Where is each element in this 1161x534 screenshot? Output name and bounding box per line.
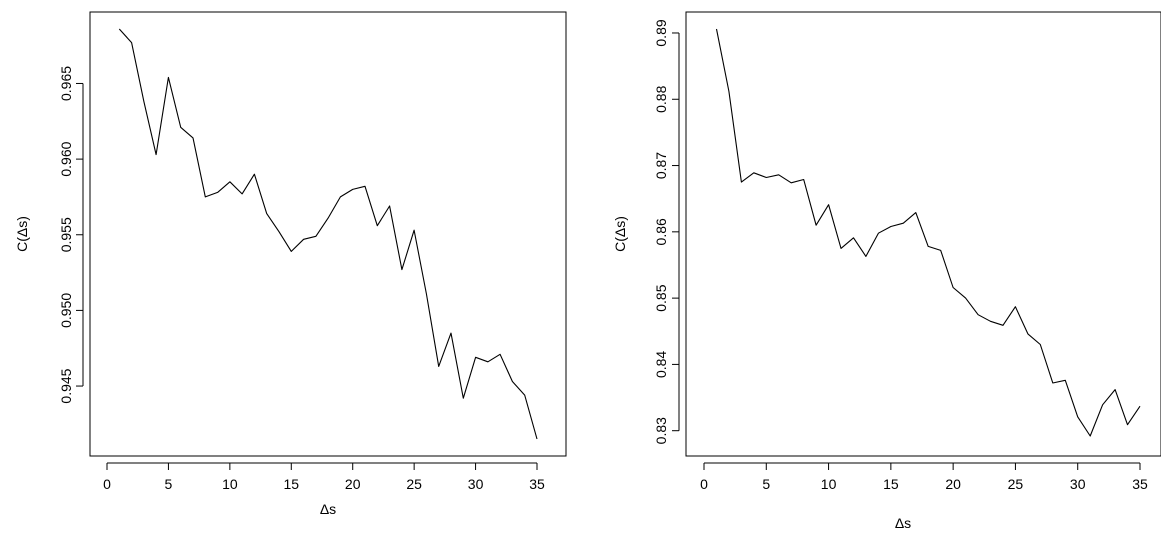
y-tick-label: 0.950 [58,293,74,328]
y-tick-label: 0.965 [58,66,74,101]
y-tick-label: 0.945 [58,368,74,403]
x-tick-label: 10 [222,476,238,492]
x-tick-label: 15 [283,476,299,492]
y-tick-label: 0.85 [653,284,669,311]
x-tick-label: 0 [103,476,111,492]
x-axis-title: Δs [895,515,911,531]
x-axis-title: Δs [320,501,336,517]
x-tick-label: 25 [406,476,422,492]
y-tick-label: 0.86 [653,218,669,245]
right-chart: 0 5 10 15 20 25 30 35 0.83 0.84 0.85 0.86 0.87 0.88 0.… [612,11,1161,531]
y-tick-label: 0.84 [653,351,669,378]
x-tick-label: 35 [529,476,545,492]
x-tick-label: 30 [468,476,484,492]
x-tick-label: 5 [762,476,770,492]
y-tick-label: 0.960 [58,141,74,176]
y-axis-title: C(Δs) [612,216,628,252]
x-tick-label: 15 [883,476,899,492]
x-tick-label: 20 [945,476,961,492]
left-chart: 0 5 10 15 20 25 30 35 0.945 0.950 0.955 0.960 0.965 Δ… [14,11,567,517]
x-tick-label: 10 [821,476,837,492]
x-tick-label: 0 [700,476,708,492]
x-tick-label: 25 [1008,476,1024,492]
y-tick-label: 0.83 [653,417,669,444]
x-tick-label: 30 [1070,476,1086,492]
y-tick-label: 0.89 [653,19,669,46]
y-axis-title: C(Δs) [14,216,30,252]
plot-frame [685,11,1161,457]
y-tick-label: 0.87 [653,152,669,179]
x-tick-label: 20 [345,476,361,492]
y-tick-label: 0.955 [58,217,74,252]
x-tick-label: 5 [165,476,173,492]
plot-frame [89,11,567,457]
x-tick-label: 35 [1132,476,1148,492]
series-line [118,28,538,440]
series-line [715,28,1141,437]
y-tick-label: 0.88 [653,85,669,112]
